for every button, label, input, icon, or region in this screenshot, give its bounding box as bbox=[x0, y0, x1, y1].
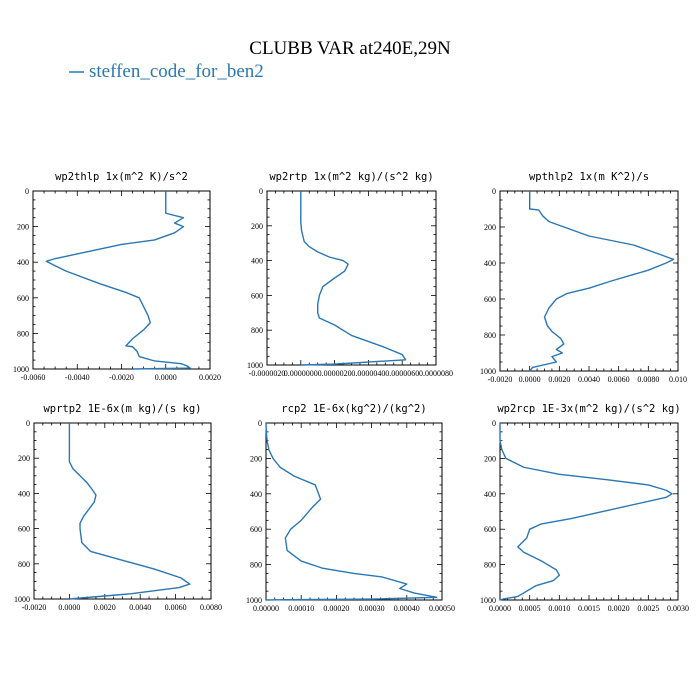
x-tick-label: 0.0010 bbox=[548, 604, 570, 613]
panel-5: rcp2 1E-6x(kg^2)/(kg^2) 0.00000 0.00010 0.0… bbox=[246, 403, 455, 613]
x-tick-label: 0.0060 bbox=[608, 375, 630, 384]
y-tick-label: 600 bbox=[251, 291, 263, 300]
y-tick-label: 1000 bbox=[480, 367, 496, 376]
y-tick-label: 600 bbox=[484, 295, 496, 304]
panel-4: wprtp2 1E-6x(m kg)/(s kg) -0.0020 0.0000 0.… bbox=[14, 403, 222, 612]
x-tick-label: -0.0040 bbox=[65, 373, 90, 382]
x-tick-label: 0.00030 bbox=[359, 604, 385, 613]
x-tick-label: 0.0000020 bbox=[318, 369, 352, 378]
x-tick-label: -0.0020 bbox=[22, 603, 47, 612]
y-tick-label: 800 bbox=[18, 560, 30, 569]
y-tick-label: 1000 bbox=[14, 595, 30, 604]
x-tick-label: -0.0000020 bbox=[249, 369, 286, 378]
x-tick-label: -0.0020 bbox=[109, 373, 134, 382]
x-tick-label: 0.00000 bbox=[253, 604, 279, 613]
series-line-1 bbox=[265, 422, 438, 601]
panel-3: wpthlp2 1x(m K^2)/s -0.0020 0.0000 0.0020 0.… bbox=[480, 171, 687, 384]
x-tick-label: -0.0060 bbox=[21, 373, 46, 382]
plot-frame bbox=[499, 190, 679, 372]
x-tick-label: 0.0000080 bbox=[419, 369, 453, 378]
legend-label: steffen_code_for_ben2 bbox=[89, 61, 264, 82]
x-tick-label: 0.0015 bbox=[578, 604, 600, 613]
x-tick-label: 0.0005 bbox=[519, 604, 541, 613]
y-tick-label: 600 bbox=[17, 294, 29, 303]
x-tick-label: 0.0000000 bbox=[284, 369, 318, 378]
y-tick-label: 0 bbox=[492, 419, 496, 428]
y-tick-label: 0 bbox=[25, 187, 29, 196]
x-tick-label: 0.00010 bbox=[288, 604, 314, 613]
x-tick-label: 0.0020 bbox=[199, 373, 221, 382]
panel-1: wp2thlp 1x(m^2 K)/s^2 -0.0060 -0.0040 -0.00… bbox=[13, 171, 221, 382]
y-tick-label: 400 bbox=[251, 257, 263, 266]
y-tick-label: 200 bbox=[484, 454, 496, 463]
y-tick-label: 800 bbox=[17, 329, 29, 338]
y-tick-label: 0 bbox=[26, 419, 30, 428]
x-tick-label: 0.0040 bbox=[578, 375, 600, 384]
y-tick-label: 1000 bbox=[247, 361, 263, 370]
x-tick-label: 0.00020 bbox=[323, 604, 349, 613]
y-tick-label: 0 bbox=[259, 187, 263, 196]
plot-frame bbox=[266, 190, 437, 366]
series-line-1 bbox=[68, 423, 191, 600]
y-tick-label: 600 bbox=[484, 525, 496, 534]
series-line-1 bbox=[45, 191, 191, 370]
x-tick-label: 0.0000 bbox=[519, 375, 541, 384]
y-tick-label: 200 bbox=[250, 454, 262, 463]
y-tick-label: 400 bbox=[250, 490, 262, 499]
y-tick-label: 400 bbox=[17, 258, 29, 267]
y-tick-label: 0 bbox=[258, 419, 262, 428]
y-tick-label: 200 bbox=[17, 223, 29, 232]
panel-title: wp2rcp 1E-3x(m^2 kg)/(s^2 kg) bbox=[497, 403, 680, 415]
x-tick-label: 0.00050 bbox=[429, 604, 455, 613]
y-tick-label: 200 bbox=[251, 222, 263, 231]
x-tick-label: 0.0040 bbox=[129, 603, 151, 612]
series-line-1 bbox=[300, 191, 407, 366]
x-tick-label: 0.0030 bbox=[667, 604, 689, 613]
panel-title: wpthlp2 1x(m K^2)/s bbox=[529, 171, 649, 183]
y-tick-label: 400 bbox=[484, 490, 496, 499]
x-tick-label: 0.0020 bbox=[608, 604, 630, 613]
x-tick-label: 0.0000 bbox=[58, 603, 80, 612]
panel-title: wprtp2 1E-6x(m kg)/(s kg) bbox=[43, 403, 201, 415]
x-tick-label: -0.0020 bbox=[488, 375, 513, 384]
x-tick-label: 0.0020 bbox=[548, 375, 570, 384]
series-line-1 bbox=[499, 423, 673, 601]
y-tick-label: 1000 bbox=[13, 365, 29, 374]
y-tick-label: 400 bbox=[484, 259, 496, 268]
y-tick-label: 1000 bbox=[480, 596, 496, 605]
x-tick-label: 0.0080 bbox=[637, 375, 659, 384]
y-tick-label: 800 bbox=[250, 561, 262, 570]
x-tick-label: 0.00040 bbox=[394, 604, 420, 613]
panel-2: wp2rtp 1x(m^2 kg)/(s^2 kg)-0.00000200.00… bbox=[247, 171, 453, 378]
y-tick-label: 200 bbox=[484, 223, 496, 232]
panel-6: wp2rcp 1E-3x(m^2 kg)/(s^2 kg) 0.0000 0.000… bbox=[480, 403, 689, 613]
y-tick-label: 800 bbox=[251, 326, 263, 335]
figure-title: CLUBB VAR at240E,29N bbox=[249, 38, 451, 59]
y-tick-label: 200 bbox=[18, 454, 30, 463]
panel-title: wp2rtp 1x(m^2 kg)/(s^2 kg) bbox=[269, 171, 433, 183]
x-tick-label: 0.0060 bbox=[165, 603, 187, 612]
y-tick-label: 600 bbox=[250, 525, 262, 534]
x-tick-label: 0.0000 bbox=[155, 373, 177, 382]
series-line-1 bbox=[528, 191, 675, 372]
y-tick-label: 0 bbox=[492, 187, 496, 196]
panel-title: rcp2 1E-6x(kg^2)/(kg^2) bbox=[281, 403, 426, 415]
x-tick-label: 0.0025 bbox=[637, 604, 659, 613]
y-tick-label: 800 bbox=[484, 561, 496, 570]
plot-frame bbox=[33, 422, 212, 600]
y-tick-label: 1000 bbox=[246, 596, 262, 605]
x-tick-label: 0.010 bbox=[669, 375, 687, 384]
x-tick-label: 0.0080 bbox=[200, 603, 222, 612]
x-tick-label: 0.0000 bbox=[489, 604, 511, 613]
x-tick-label: 0.0020 bbox=[94, 603, 116, 612]
y-tick-label: 800 bbox=[484, 331, 496, 340]
y-tick-label: 400 bbox=[18, 489, 30, 498]
y-tick-label: 600 bbox=[18, 525, 30, 534]
x-tick-label: 0.0000040 bbox=[351, 369, 385, 378]
panel-title: wp2thlp 1x(m^2 K)/s^2 bbox=[55, 171, 188, 183]
panels: wp2thlp 1x(m^2 K)/s^2 -0.0060 -0.0040 -0.00… bbox=[13, 171, 689, 613]
plot-frame bbox=[499, 422, 679, 601]
x-tick-label: 0.0000060 bbox=[385, 369, 419, 378]
